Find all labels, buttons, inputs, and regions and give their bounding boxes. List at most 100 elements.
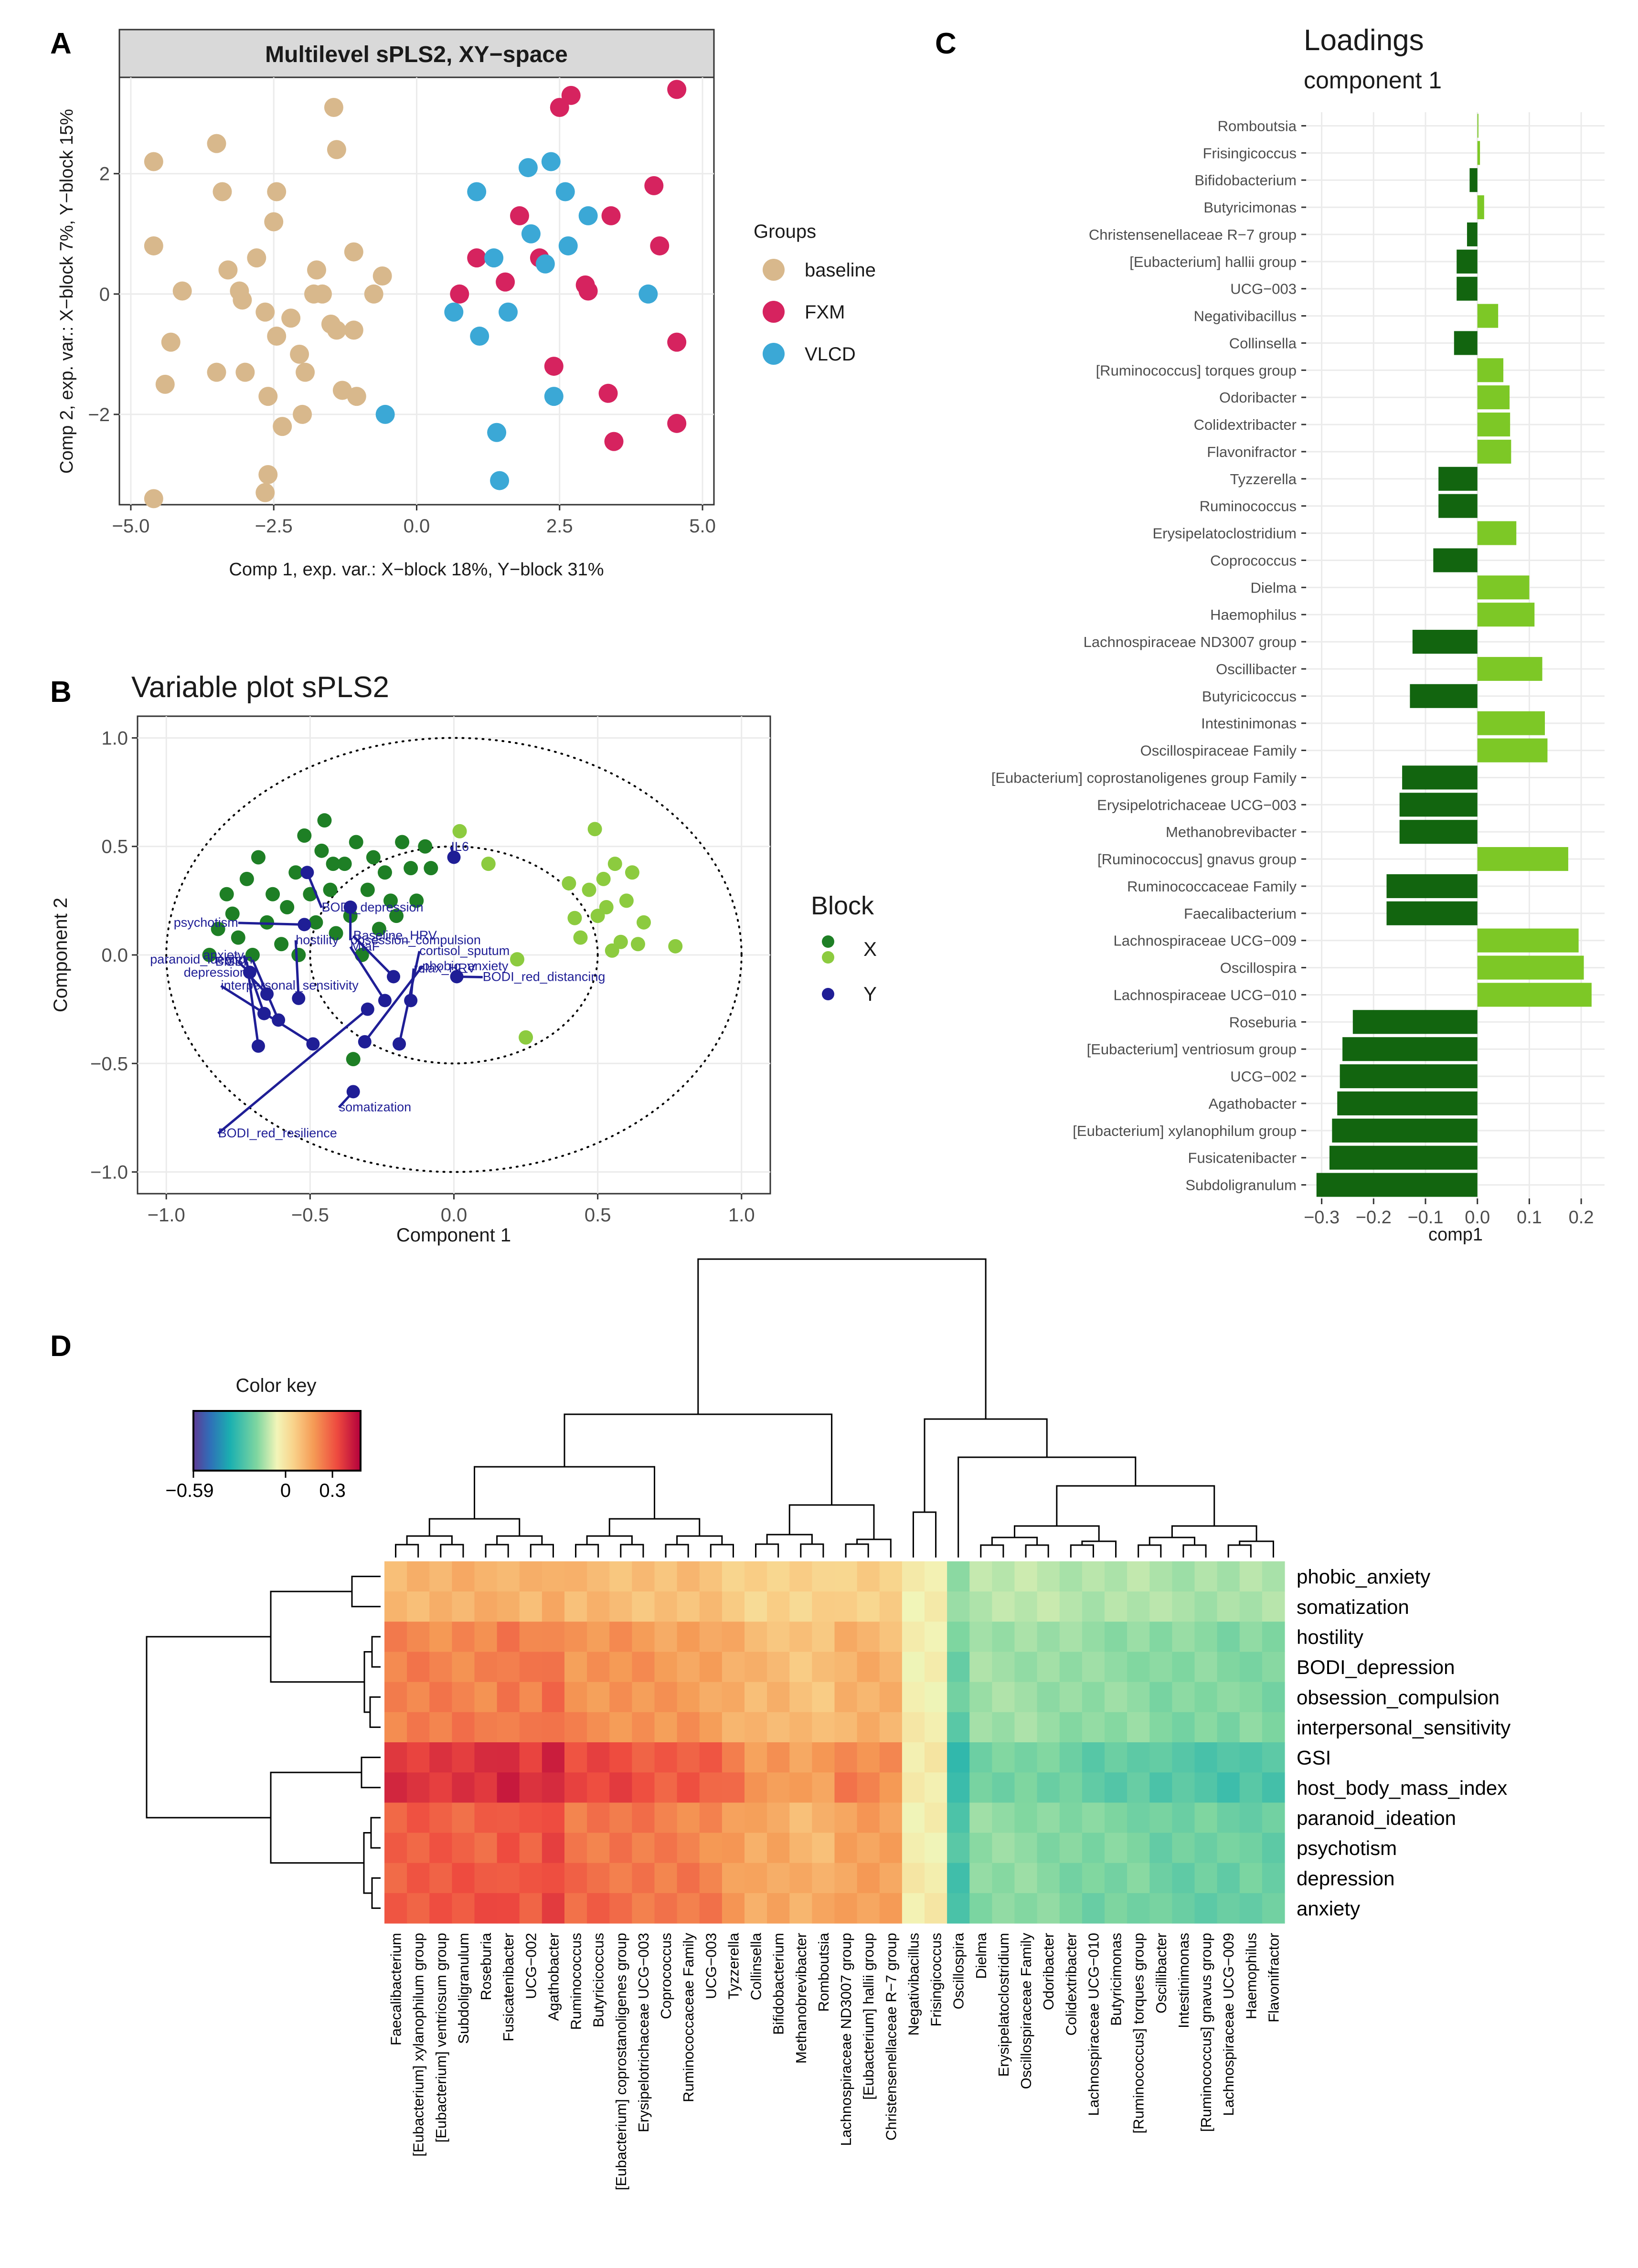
heatmap-cell	[722, 1561, 745, 1592]
panel-label-a: A	[50, 27, 72, 60]
heatmap-cell	[587, 1772, 610, 1803]
heatmap-cell	[1239, 1802, 1263, 1833]
heatmap-cell	[925, 1772, 947, 1803]
heatmap-cell	[1262, 1712, 1285, 1743]
panel-c-bar	[1329, 1145, 1478, 1170]
panel-c-bar	[1477, 521, 1517, 545]
heatmap-cell	[1262, 1561, 1285, 1592]
heatmap-cell	[812, 1802, 835, 1833]
panel-c-bar	[1477, 304, 1499, 328]
panel-c-category-label: Erysipelotrichaceae UCG−003	[1097, 796, 1297, 813]
panel-c-bar	[1477, 413, 1510, 437]
panel-b-y-label: MtaF	[351, 939, 380, 954]
panel-c-bar	[1438, 494, 1478, 518]
heatmap-cell	[1127, 1682, 1150, 1713]
heatmap-cell	[722, 1682, 745, 1713]
heatmap-cell	[1127, 1652, 1150, 1683]
dendrogram-branch	[496, 1535, 543, 1545]
heatmap-cell	[542, 1833, 565, 1864]
panel-c-bar	[1477, 358, 1504, 382]
heatmap-cell	[789, 1561, 812, 1592]
heatmap-cell	[789, 1591, 812, 1622]
heatmap-cell	[879, 1833, 903, 1864]
panel-a-point-fxm	[667, 413, 687, 433]
heatmap-row-label: paranoid_ideation	[1297, 1807, 1456, 1829]
panel-b-y-point	[358, 1035, 372, 1049]
heatmap-cell	[1127, 1833, 1150, 1864]
panel-b-x-point	[582, 882, 596, 897]
panel-b-legend-label-y: Y	[863, 983, 877, 1005]
heatmap-cell	[384, 1772, 407, 1803]
panel-b-y-point	[361, 1002, 374, 1016]
panel-a-xtick-label: −2.5	[255, 516, 293, 537]
heatmap-cell	[834, 1742, 858, 1773]
heatmap-cell	[1059, 1863, 1083, 1894]
dendrogram-branch	[1171, 1525, 1257, 1541]
panel-a-point-fxm	[544, 357, 564, 376]
heatmap-cell	[1127, 1622, 1150, 1653]
heatmap-cell	[812, 1622, 835, 1653]
dendrogram-branch	[924, 1418, 1048, 1512]
panel-b-y-point	[378, 994, 392, 1007]
panel-c-category-label: Haemophilus	[1210, 606, 1297, 623]
heatmap-cell	[1217, 1712, 1240, 1743]
panel-b-ytick-label: 1.0	[101, 728, 128, 749]
heatmap-column-label: Erysipelotrichaceae UCG−003	[635, 1933, 652, 2132]
heatmap-cell	[902, 1622, 925, 1653]
heatmap-cell	[745, 1742, 767, 1773]
heatmap-cell	[1217, 1622, 1240, 1653]
heatmap-cell	[407, 1682, 430, 1713]
heatmap-cell	[857, 1802, 880, 1833]
heatmap-cell	[632, 1802, 655, 1833]
heatmap-cell	[969, 1802, 992, 1833]
panel-b-x-point	[329, 926, 343, 941]
heatmap-cell	[947, 1712, 970, 1743]
heatmap-cell	[789, 1622, 812, 1653]
heatmap-cell	[542, 1591, 565, 1622]
heatmap-cell	[564, 1863, 587, 1894]
heatmap-cell	[1059, 1652, 1083, 1683]
dendrogram-branch	[146, 1636, 271, 1819]
heatmap-column-label: [Ruminococcus] torques group	[1130, 1933, 1147, 2133]
heatmap-cell	[812, 1893, 835, 1924]
heatmap-cell	[834, 1712, 858, 1743]
heatmap-cell	[857, 1712, 880, 1743]
panel-b-title: Variable plot sPLS2	[131, 671, 389, 704]
panel-a-strip	[118, 29, 715, 78]
heatmap-cell	[992, 1893, 1015, 1924]
heatmap-cell	[1149, 1591, 1172, 1622]
heatmap-cell	[677, 1622, 700, 1653]
heatmap-cell	[969, 1591, 992, 1622]
heatmap-cell	[384, 1652, 407, 1683]
heatmap-cell	[587, 1833, 610, 1864]
heatmap-cell	[745, 1561, 767, 1592]
panel-b-x-point	[308, 915, 323, 930]
heatmap-cell	[745, 1591, 767, 1622]
panel-b-x-point	[202, 948, 217, 962]
panel-a-legend-swatch	[763, 259, 785, 281]
panel-c-category-label: Negativibacillus	[1194, 308, 1297, 325]
panel-a-point-baseline	[281, 308, 301, 328]
panel-b-y-connector	[349, 946, 386, 1001]
heatmap-cell	[542, 1863, 565, 1894]
heatmap-cell	[879, 1652, 903, 1683]
panel-b-y-connector	[245, 962, 260, 1047]
heatmap-cell	[1037, 1742, 1060, 1773]
heatmap-column-label: [Eubacterium] ventriosum group	[433, 1933, 449, 2142]
heatmap-cell	[834, 1622, 858, 1653]
panel-a-scatter: Multilevel sPLS2, XY−space −5.0 −2.5 0.0 2.…	[57, 29, 876, 580]
heatmap-cell	[677, 1833, 700, 1864]
heatmap-cell	[1194, 1591, 1218, 1622]
panel-b-correlation-circle	[165, 737, 743, 1173]
panel-b-x-point	[211, 922, 225, 936]
heatmap-cell	[767, 1742, 790, 1773]
panel-c-category-label: Fusicatenibacter	[1188, 1150, 1297, 1166]
heatmap-cell	[947, 1833, 970, 1864]
heatmap-cell	[564, 1561, 587, 1592]
panel-c-bar	[1477, 738, 1548, 763]
heatmap-cell	[902, 1712, 925, 1743]
heatmap-cell	[992, 1712, 1015, 1743]
panel-a-point-baseline	[344, 320, 363, 340]
panel-c-bar	[1342, 1037, 1478, 1061]
heatmap-cell	[1262, 1833, 1285, 1864]
